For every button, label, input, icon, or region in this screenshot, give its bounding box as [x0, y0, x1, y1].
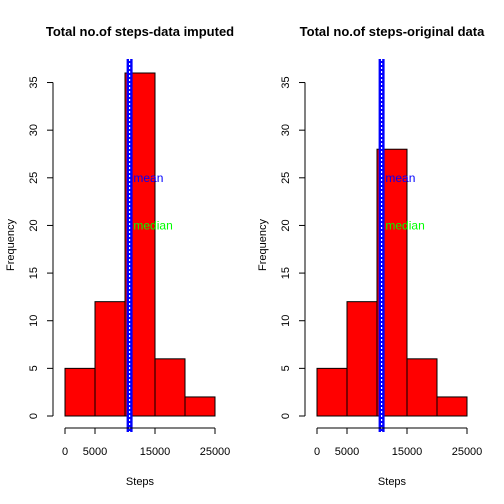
- y-tick-label: 15: [28, 267, 40, 279]
- histogram-bar: [154, 358, 186, 417]
- x-axis-label: Steps: [126, 476, 155, 488]
- x-axis-label: Steps: [378, 476, 407, 488]
- histogram-bar: [436, 396, 468, 417]
- y-axis-label: Frequency: [5, 219, 17, 271]
- y-tick-label: 0: [280, 413, 292, 419]
- histogram-marks: 0 5000 15000 25000 0 5 10 15 20 25 30 35 mean median: [28, 59, 230, 458]
- x-tick-label: 0: [314, 446, 320, 458]
- histogram-marks: 0 5000 15000 25000 0 5 10 15 20 25 30 35 mean median: [280, 59, 482, 458]
- x-tick-label: 15000: [392, 446, 423, 458]
- y-tick-label: 0: [28, 413, 40, 419]
- x-tick-label: 25000: [452, 446, 483, 458]
- y-tick-label: 30: [28, 124, 40, 136]
- y-tick-label: 10: [28, 315, 40, 327]
- histogram-bar: [346, 301, 378, 417]
- x-tick-label: 5000: [335, 446, 359, 458]
- y-tick-label: 20: [280, 219, 292, 231]
- y-axis-label: Frequency: [257, 219, 269, 271]
- y-tick-label: 15: [280, 267, 292, 279]
- histogram-bar: [406, 358, 438, 417]
- y-tick-label: 30: [280, 124, 292, 136]
- y-tick-label: 25: [280, 172, 292, 184]
- y-tick-label: 5: [280, 365, 292, 371]
- histogram-panel-imputed: Total no.of steps-data imputed Steps Fre…: [5, 24, 234, 488]
- y-tick-label: 35: [28, 76, 40, 88]
- histogram-bar: [184, 396, 216, 417]
- x-tick-label: 25000: [200, 446, 231, 458]
- histogram-bar: [316, 367, 348, 417]
- x-tick-label: 15000: [140, 446, 171, 458]
- x-tick-label: 0: [62, 446, 68, 458]
- histogram-panel-original: Total no.of steps-original data Steps Fr…: [257, 24, 485, 488]
- y-tick-label: 35: [280, 76, 292, 88]
- median-annotation: median: [133, 218, 172, 232]
- y-tick-label: 25: [28, 172, 40, 184]
- y-tick-label: 20: [28, 219, 40, 231]
- chart-title: Total no.of steps-data imputed: [46, 24, 234, 39]
- mean-annotation: mean: [385, 171, 415, 185]
- chart-title: Total no.of steps-original data: [300, 24, 485, 39]
- y-tick-label: 5: [28, 365, 40, 371]
- y-tick-label: 10: [280, 315, 292, 327]
- median-annotation: median: [385, 218, 424, 232]
- histogram-bar: [64, 367, 96, 417]
- histogram-bar: [94, 301, 126, 417]
- x-tick-label: 5000: [83, 446, 107, 458]
- mean-annotation: mean: [133, 171, 163, 185]
